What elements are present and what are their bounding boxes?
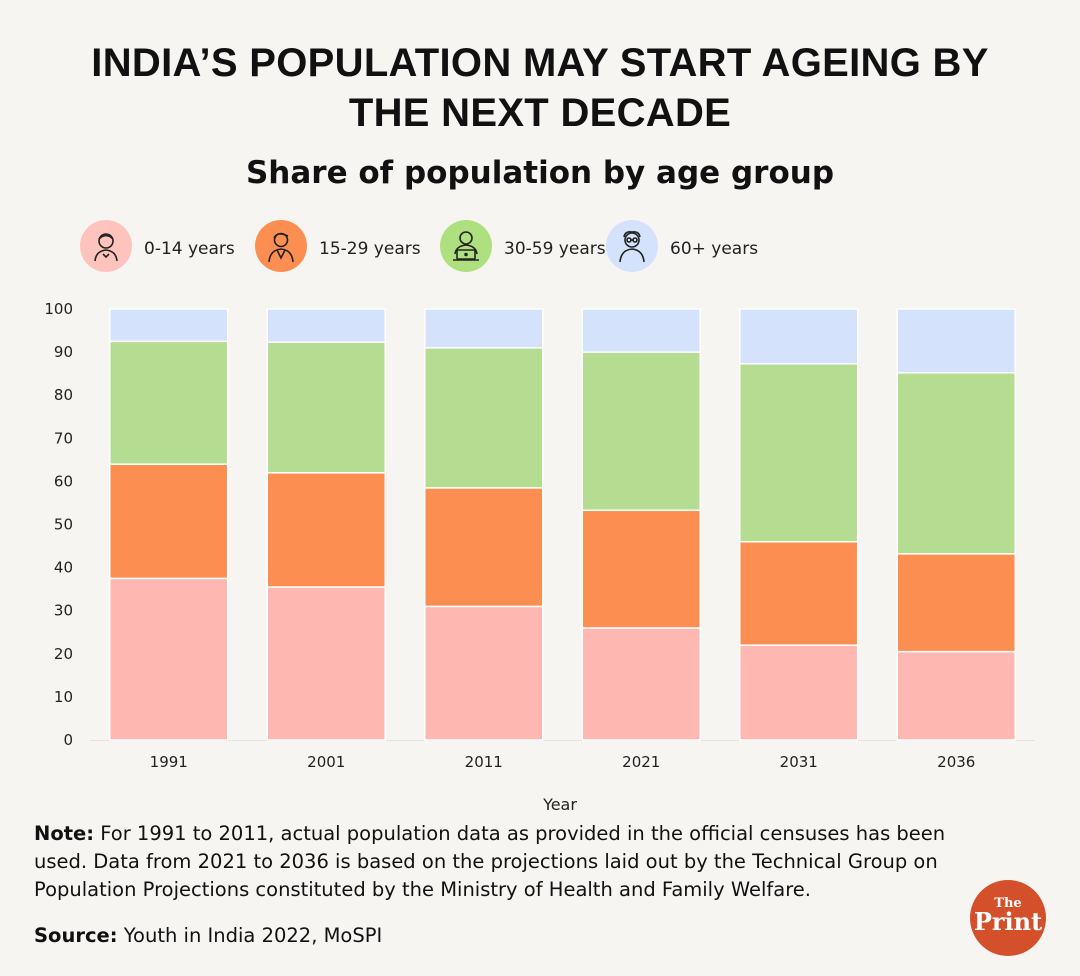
source-text: Source: Youth in India 2022, MoSPI xyxy=(34,924,382,947)
stacked-bar-chart: 0 10 20 30 40 50 60 70 80 90 100 1991 2001 2011 2021 20… xyxy=(44,300,1035,814)
logo-the: The xyxy=(994,896,1022,911)
x-tick-label: 1991 xyxy=(150,753,188,771)
legend-label-30-59: 30-59 years xyxy=(504,239,606,259)
bar-segment xyxy=(739,362,859,543)
bar-segment xyxy=(424,347,544,489)
note-label: Note: xyxy=(34,822,95,845)
legend-label-0-14: 0-14 years xyxy=(144,239,235,259)
bar-segment xyxy=(424,308,544,349)
y-tick-label: 100 xyxy=(44,300,73,318)
x-tick-label: 2036 xyxy=(937,753,975,771)
legend-item-15-29: 15-29 years xyxy=(255,220,421,272)
bar-segment xyxy=(424,487,544,608)
bar-segment xyxy=(581,308,701,353)
x-tick-label: 2001 xyxy=(307,753,345,771)
bar-segment xyxy=(266,341,386,474)
y-tick-label: 40 xyxy=(54,559,73,577)
note-body: For 1991 to 2011, actual population data… xyxy=(34,822,946,901)
y-tick-label: 80 xyxy=(54,386,73,404)
bar-segment xyxy=(109,577,229,741)
bar-segment xyxy=(109,308,229,343)
bar-segment xyxy=(424,605,544,741)
chart-title-line2: THE NEXT DECADE xyxy=(348,91,732,135)
bar-segment xyxy=(109,340,229,465)
theprint-logo: The Print xyxy=(970,880,1046,956)
x-tick-label: 2031 xyxy=(780,753,818,771)
bar-segment xyxy=(266,308,386,343)
bar-segment xyxy=(109,463,229,580)
chart-title: INDIA’S POPULATION MAY START AGEING BY T… xyxy=(0,38,1080,138)
y-tick-label: 90 xyxy=(54,343,73,361)
bar-segment xyxy=(739,540,859,646)
y-tick-label: 30 xyxy=(54,602,73,620)
laptop-worker-icon xyxy=(440,220,492,272)
bar-segment xyxy=(896,372,1016,555)
y-tick-label: 0 xyxy=(63,731,73,749)
bar-segment xyxy=(266,472,386,588)
legend-label-15-29: 15-29 years xyxy=(319,239,421,259)
legend-label-60-plus: 60+ years xyxy=(670,239,759,259)
source-label: Source: xyxy=(34,924,118,947)
chart-subtitle: Share of population by age group xyxy=(245,155,835,191)
bar-segment xyxy=(581,509,701,629)
y-tick-label: 10 xyxy=(54,688,73,706)
bar-segment xyxy=(896,650,1016,741)
young-adult-icon xyxy=(255,220,307,272)
legend-item-60-plus: 60+ years xyxy=(606,220,758,272)
legend-item-0-14: 0-14 years xyxy=(80,220,235,272)
y-tick-label: 60 xyxy=(54,472,73,490)
x-tick-label: 2021 xyxy=(622,753,660,771)
x-tick-label: 2011 xyxy=(465,753,503,771)
chart-title-line1: INDIA’S POPULATION MAY START AGEING BY xyxy=(91,41,989,85)
bar-segment xyxy=(739,308,859,365)
y-tick-label: 50 xyxy=(54,516,73,534)
bar-segment xyxy=(581,351,701,512)
bar-segment xyxy=(896,308,1016,374)
source-body: Youth in India 2022, MoSPI xyxy=(117,924,383,947)
bar-segment xyxy=(266,586,386,741)
logo-print: Print xyxy=(973,907,1043,936)
legend: 0-14 years 15-29 years 30-59 years xyxy=(0,220,1080,276)
child-icon xyxy=(80,220,132,272)
bar-segment xyxy=(739,644,859,741)
note-text: Note: For 1991 to 2011, actual populatio… xyxy=(34,820,984,904)
bar-segment xyxy=(896,553,1016,653)
y-tick-label: 70 xyxy=(54,429,73,447)
legend-item-30-59: 30-59 years xyxy=(440,220,606,272)
x-axis-label: Year xyxy=(542,795,577,814)
y-tick-label: 20 xyxy=(54,645,73,663)
elderly-person-icon xyxy=(606,220,658,272)
bar-segment xyxy=(581,627,701,741)
